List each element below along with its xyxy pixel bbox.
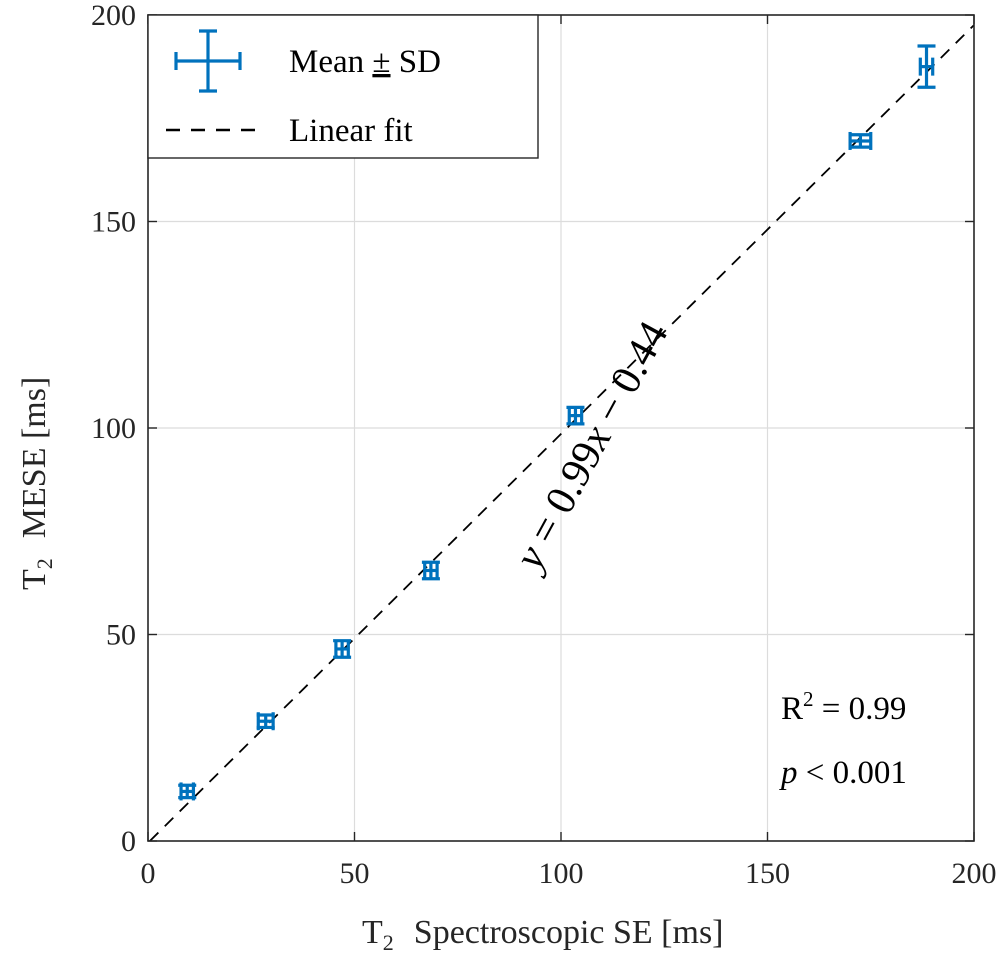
y-tick-label: 0 (121, 825, 136, 858)
legend-errorbar-symbol (174, 29, 242, 93)
x-tick-label: 50 (340, 857, 370, 890)
x-tick-label: 200 (952, 857, 996, 890)
p-value-annotation: p < 0.001 (779, 755, 907, 791)
data-point (917, 44, 936, 89)
x-tick-label: 0 (141, 857, 156, 890)
legend: Mean ± SD Linear fit (147, 14, 539, 159)
r-squared-annotation: R2 = 0.99 (781, 687, 906, 727)
data-point (566, 405, 585, 426)
data-points (178, 44, 936, 801)
fit-line-group (149, 24, 975, 842)
data-point (256, 712, 275, 731)
x-tick-label: 100 (539, 857, 584, 890)
ticks: 0 50 100 150 200 0 50 100 150 200 (91, 0, 996, 890)
y-tick-label: 150 (91, 206, 136, 239)
data-point (421, 560, 440, 581)
y-tick-label: 200 (91, 0, 136, 32)
legend-box (147, 14, 539, 159)
legend-fit-label: Linear fit (289, 113, 413, 149)
data-point (178, 782, 197, 801)
x-tick-label: 150 (745, 857, 790, 890)
y-tick-label: 50 (106, 619, 136, 652)
fit-line (149, 24, 975, 842)
data-point (333, 639, 352, 659)
x-axis-label: T2 Spectroscopic SE [ms] (362, 914, 724, 955)
legend-errorbar-label: Mean ± SD (289, 44, 441, 80)
y-tick-label: 100 (91, 412, 136, 445)
data-point (848, 131, 873, 150)
y-axis-label: T2MESE [ms] (16, 377, 57, 590)
